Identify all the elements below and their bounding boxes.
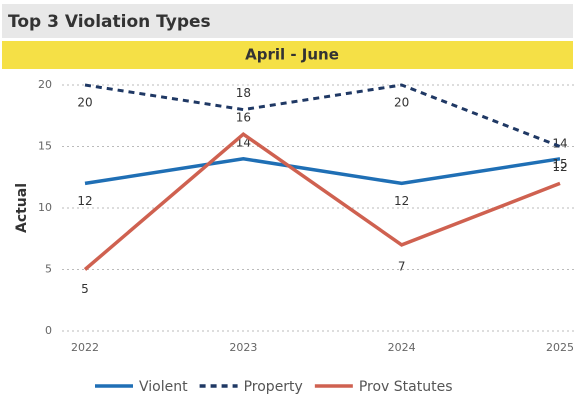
data-label: 20 <box>77 96 92 110</box>
chart-title: Top 3 Violation Types <box>8 12 211 32</box>
data-label: 16 <box>236 111 251 125</box>
data-label: 7 <box>398 259 406 273</box>
title-bar <box>2 4 573 38</box>
x-tick-label: 2024 <box>388 341 416 354</box>
legend-label: Violent <box>139 379 188 395</box>
data-label: 15 <box>552 157 567 171</box>
y-tick-label: 0 <box>45 324 52 337</box>
data-label: 14 <box>552 136 567 150</box>
data-label: 18 <box>236 86 251 100</box>
series-line <box>84 157 561 186</box>
series-line <box>83 131 561 271</box>
subtitle: April - June <box>245 46 339 64</box>
y-tick-label: 10 <box>38 201 52 214</box>
y-tick-label: 5 <box>45 263 52 276</box>
legend-label: Prov Statutes <box>359 379 453 395</box>
data-label: 12 <box>552 160 567 174</box>
y-tick-label: 20 <box>38 78 52 91</box>
data-label: 12 <box>394 194 409 208</box>
y-tick-label: 15 <box>38 140 52 153</box>
data-label: 20 <box>394 96 409 110</box>
x-tick-label: 2022 <box>71 341 99 354</box>
data-label: 5 <box>81 282 89 296</box>
legend-label: Property <box>244 379 303 395</box>
y-axis-label: Actual <box>14 183 30 233</box>
subtitle-bar <box>2 41 573 69</box>
series-line <box>84 83 561 148</box>
data-label: 12 <box>77 194 92 208</box>
x-tick-label: 2023 <box>229 341 257 354</box>
x-tick-label: 2025 <box>546 341 574 354</box>
